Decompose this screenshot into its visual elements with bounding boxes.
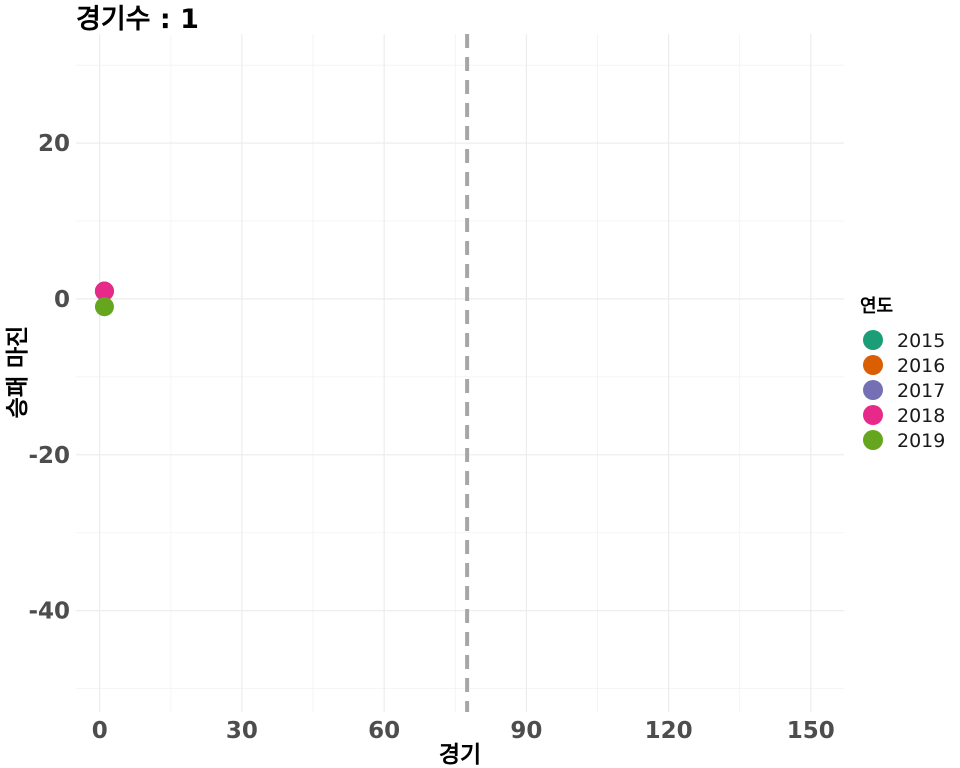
- x-axis-label: 경기: [439, 742, 481, 768]
- grid: [76, 34, 844, 712]
- legend-key-2015: [863, 330, 883, 350]
- x-tick-label: 120: [645, 718, 693, 744]
- y-tick-label: 20: [38, 131, 70, 157]
- legend-key-2016: [863, 355, 883, 375]
- y-tick-label: -20: [28, 443, 70, 469]
- y-tick-label: -40: [28, 599, 70, 625]
- legend-label: 2019: [897, 430, 945, 452]
- legend-label: 2016: [897, 355, 945, 377]
- legend-title: 연도: [860, 296, 893, 317]
- legend-label: 2017: [897, 380, 945, 402]
- x-tick-label: 150: [787, 718, 835, 744]
- data-points: [94, 281, 114, 317]
- legend-label: 2018: [897, 405, 945, 427]
- x-tick-label: 90: [510, 718, 542, 744]
- y-axis-ticks: -40 -20 0 20: [28, 131, 70, 625]
- legend-label: 2015: [897, 330, 945, 352]
- data-point-2018: [94, 281, 114, 301]
- chart-title: 경기수 : 1: [76, 4, 199, 35]
- legend: 연도 2015 2016 2017 2018 2019: [860, 296, 945, 452]
- data-point-2019: [94, 297, 114, 317]
- legend-key-2017: [863, 380, 883, 400]
- x-tick-label: 0: [92, 718, 108, 744]
- legend-key-2018: [863, 405, 883, 425]
- x-axis-ticks: 0 30 60 90 120 150: [92, 718, 835, 744]
- y-axis-label: 승패 마진: [5, 326, 31, 419]
- y-tick-label: 0: [54, 287, 70, 313]
- x-tick-label: 60: [368, 718, 400, 744]
- legend-key-2019: [863, 430, 883, 450]
- x-tick-label: 30: [226, 718, 258, 744]
